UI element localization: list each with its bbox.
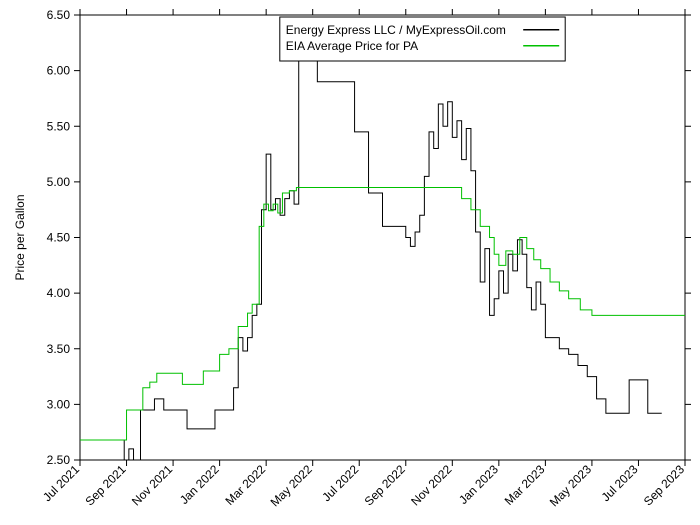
x-tick-label: May 2022 [268, 462, 315, 509]
x-tick-label: Nov 2022 [408, 462, 454, 508]
x-tick-label: Sep 2023 [641, 462, 687, 508]
plot-border [80, 15, 685, 460]
x-tick-label: Mar 2022 [223, 462, 269, 508]
x-tick-label: Mar 2023 [502, 462, 548, 508]
x-tick-label: Jul 2022 [319, 462, 361, 504]
x-tick-label: Jul 2021 [40, 462, 82, 504]
y-tick-label: 6.00 [47, 64, 71, 78]
price-chart: 2.50 3.00 3.50 4.00 4.50 5.00 5.50 6.00 6.50 Pric… [0, 0, 700, 525]
y-tick-label: 6.50 [47, 8, 71, 22]
legend-label: EIA Average Price for PA [286, 39, 418, 53]
legend-label: Energy Express LLC / MyExpressOil.com [286, 23, 506, 37]
y-tick-label: 3.50 [47, 342, 71, 356]
y-axis-title: Price per Gallon [13, 194, 27, 280]
x-tick-label: Sep 2022 [362, 462, 408, 508]
y-tick-label: 4.50 [47, 231, 71, 245]
x-tick-label: Jan 2022 [177, 462, 222, 507]
x-tick-label: Jul 2023 [599, 462, 641, 504]
x-tick-label: Nov 2021 [129, 462, 175, 508]
y-tick-label: 4.00 [47, 286, 71, 300]
x-tick-label: Sep 2021 [82, 462, 128, 508]
series-line [92, 43, 662, 460]
x-tick-label: May 2023 [547, 462, 594, 509]
y-tick-label: 5.50 [47, 119, 71, 133]
y-tick-label: 5.00 [47, 175, 71, 189]
y-tick-label: 3.00 [47, 397, 71, 411]
x-tick-label: Jan 2023 [456, 462, 501, 507]
y-tick-label: 2.50 [47, 453, 71, 467]
chart-container: { "chart": { "type": "line-step", "width… [0, 0, 700, 525]
